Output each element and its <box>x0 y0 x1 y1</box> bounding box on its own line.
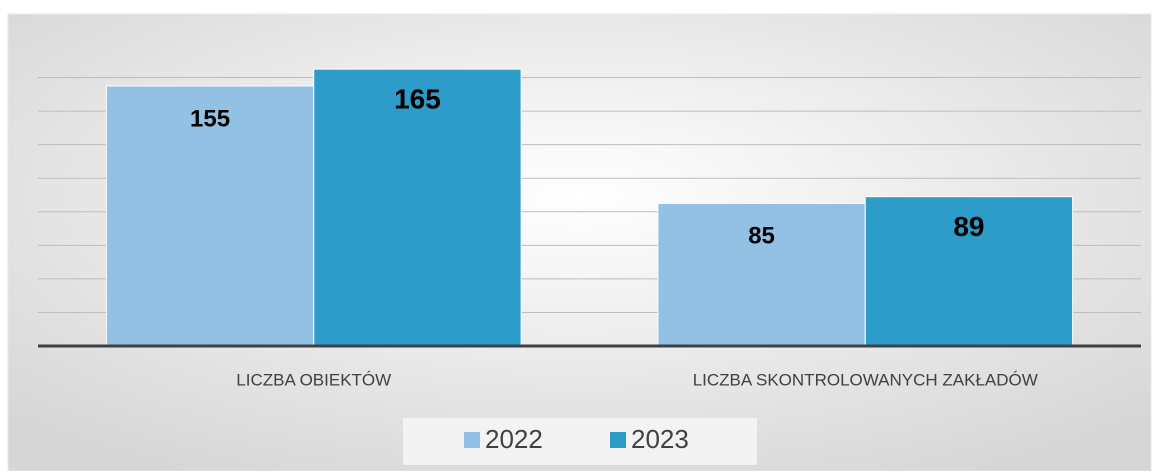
data-label: 165 <box>394 84 441 115</box>
data-label: 85 <box>748 223 775 250</box>
legend-swatch <box>610 432 626 448</box>
x-tick-label: LICZBA SKONTROLOWANYCH ZAKŁADÓW <box>693 370 1038 389</box>
data-label: 155 <box>190 105 230 132</box>
legend-label: 2022 <box>485 424 543 454</box>
legend-label: 2023 <box>631 424 689 454</box>
data-label: 89 <box>953 211 984 242</box>
bar <box>105 85 315 347</box>
x-tick-label: LICZBA OBIEKTÓW <box>236 370 391 389</box>
legend-swatch <box>464 432 480 448</box>
bar <box>864 196 1074 347</box>
bar <box>657 202 866 347</box>
legend-box <box>403 418 757 465</box>
bar <box>313 68 522 347</box>
